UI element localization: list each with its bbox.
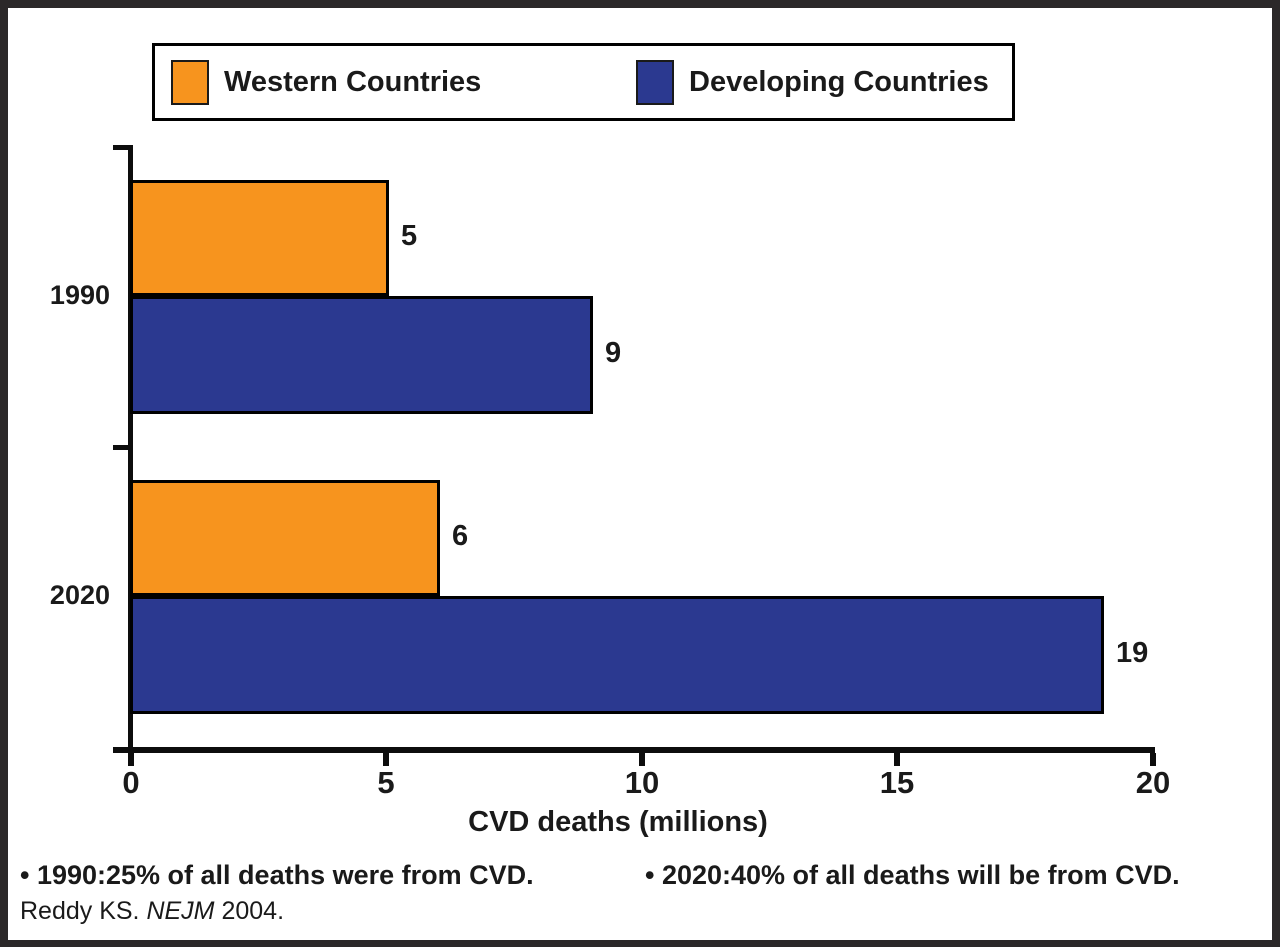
legend: Western Countries Developing Countries	[152, 43, 1015, 121]
x-axis-line	[113, 747, 1155, 753]
citation: Reddy KS. NEJM 2004.	[20, 897, 284, 926]
citation-prefix: Reddy KS.	[20, 897, 147, 925]
y-axis-line	[128, 145, 133, 762]
legend-item-developing: Developing Countries	[636, 60, 989, 105]
x-tick-label: 20	[1135, 765, 1171, 800]
x-tick-label: 10	[624, 765, 660, 800]
note-2020: • 2020:40% of all deaths will be from CV…	[645, 860, 1180, 890]
bar-2020-western-countries	[130, 480, 440, 596]
bar-value-label: 5	[401, 220, 418, 252]
x-axis-tick	[639, 753, 645, 766]
x-axis-tick	[383, 753, 389, 766]
bar-value-label: 9	[605, 337, 622, 369]
x-axis-tick	[128, 753, 134, 766]
x-axis-tick	[1150, 753, 1156, 766]
x-axis-title: CVD deaths (millions)	[468, 806, 768, 838]
x-tick-label: 15	[879, 765, 915, 800]
developing-countries-swatch	[636, 60, 674, 105]
category-label-2020: 2020	[49, 580, 110, 610]
note-1990: • 1990:25% of all deaths were from CVD.	[20, 860, 534, 890]
bar-1990-western-countries	[130, 180, 389, 296]
bar-value-label: 6	[452, 520, 469, 552]
bar-2020-developing-countries	[130, 596, 1104, 714]
y-axis-tick	[113, 145, 128, 150]
citation-journal: NEJM	[146, 897, 215, 925]
legend-label-western: Western Countries	[224, 66, 482, 98]
y-axis-tick	[113, 445, 128, 450]
x-tick-label: 5	[377, 765, 395, 800]
category-label-1990: 1990	[49, 280, 110, 310]
x-axis-tick	[894, 753, 900, 766]
western-countries-swatch	[171, 60, 209, 105]
legend-label-developing: Developing Countries	[689, 66, 989, 98]
bar-value-label: 19	[1116, 637, 1149, 669]
legend-item-western: Western Countries	[171, 60, 481, 105]
x-tick-label: 0	[122, 765, 140, 800]
bar-1990-developing-countries	[130, 296, 593, 414]
citation-suffix: 2004.	[214, 897, 285, 925]
